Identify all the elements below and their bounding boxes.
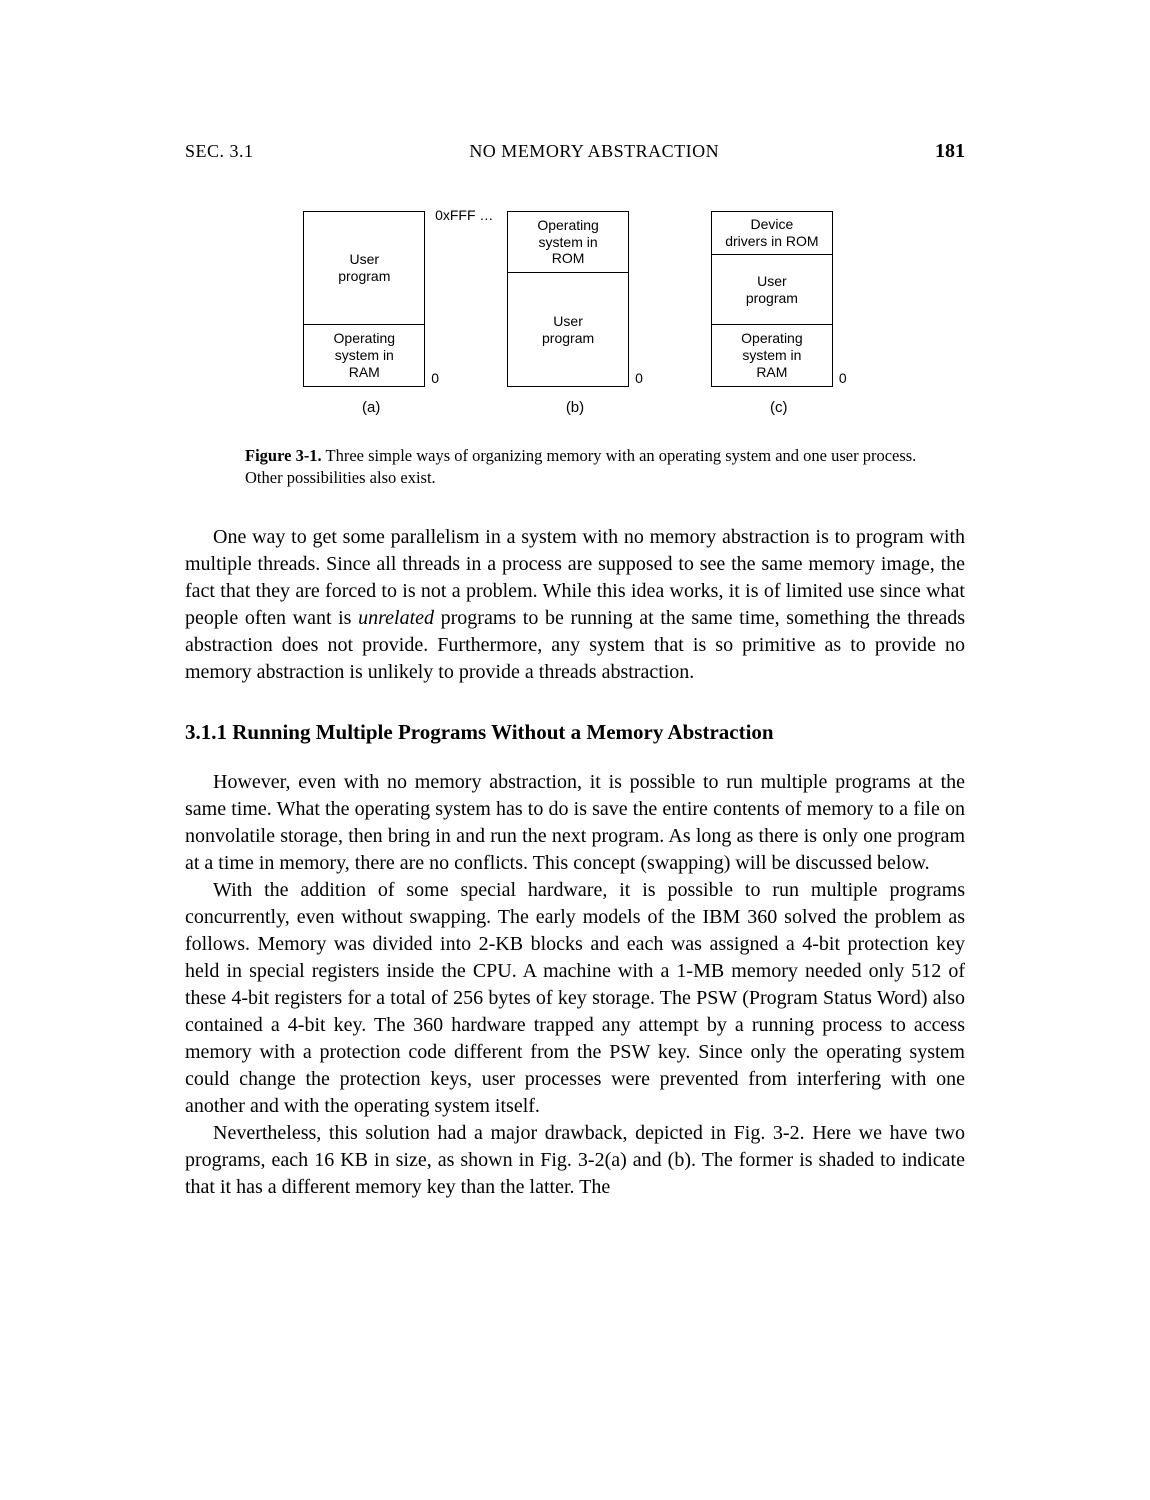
paragraph: Nevertheless, this solution had a major … [185,1120,965,1201]
figure-caption: Figure 3-1. Three simple ways of organiz… [245,445,925,490]
caption-text: Three simple ways of organizing memory w… [245,446,916,487]
figure-sublabel: (a) [362,399,380,417]
stack-cell: Userprogram [304,212,424,324]
memory-stack-c: Devicedrivers in ROM Userprogram Operati… [711,211,833,387]
stack-cell: Userprogram [508,272,628,386]
figure-3-1: Userprogram Operatingsystem inRAM 0 (a) … [185,211,965,417]
top-address-label: 0xFFF … [435,207,493,224]
figure-column-b: 0xFFF … Operatingsystem inROM Userprogra… [507,211,643,417]
stack-cell: Operatingsystem inRAM [304,324,424,386]
para-italic: unrelated [358,607,434,629]
figure-column-c: Devicedrivers in ROM Userprogram Operati… [711,211,847,417]
zero-label: 0 [431,370,439,387]
stack-cell: Operatingsystem inRAM [712,324,832,386]
page: SEC. 3.1 NO MEMORY ABSTRACTION 181 Userp… [0,0,1150,1500]
memory-stack-b: Operatingsystem inROM Userprogram [507,211,629,387]
paragraph: However, even with no memory abstraction… [185,769,965,877]
paragraph: One way to get some parallelism in a sys… [185,524,965,686]
paragraph: With the addition of some special hardwa… [185,877,965,1120]
caption-label: Figure 3-1. [245,446,322,465]
figure-column-a: Userprogram Operatingsystem inRAM 0 (a) [303,211,439,417]
stack-cell: Devicedrivers in ROM [712,212,832,254]
memory-stack-a: Userprogram Operatingsystem inRAM [303,211,425,387]
page-number: 181 [935,140,965,163]
figure-sublabel: (c) [770,399,788,417]
zero-label: 0 [839,370,847,387]
section-label: SEC. 3.1 [185,141,254,162]
running-title: NO MEMORY ABSTRACTION [469,141,719,162]
stack-cell: Operatingsystem inROM [508,212,628,272]
stack-cell: Userprogram [712,254,832,324]
zero-label: 0 [635,370,643,387]
figure-sublabel: (b) [566,399,584,417]
running-header: SEC. 3.1 NO MEMORY ABSTRACTION 181 [185,140,965,163]
subsection-heading: 3.1.1 Running Multiple Programs Without … [185,720,965,745]
